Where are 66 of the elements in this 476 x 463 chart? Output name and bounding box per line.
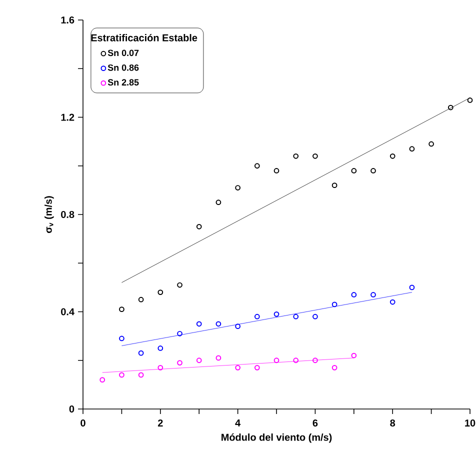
point [448,104,454,110]
point [332,182,338,188]
point [254,364,260,370]
y-axis-title: σ$_{v}$ (m/s) [44,196,54,233]
point [177,330,182,336]
y-tick-label: 1.6 [61,16,74,24]
x-tick-label: 2 [158,419,163,426]
point [312,358,318,364]
y-tick-label: 0.8 [61,210,74,218]
point [293,358,299,364]
point [235,185,240,190]
point [216,321,222,327]
point [293,314,299,320]
point [274,311,280,317]
x-tick-label: 0 [80,419,86,427]
legend-label: Sn 2.85 [108,79,139,86]
point [235,324,240,330]
point [138,296,144,302]
x-tick-label: 10 [465,419,476,427]
y-tick-label: 0 [69,405,74,413]
point [177,282,182,288]
point [119,306,124,312]
y-tick-label: 1.2 [61,114,74,121]
point [390,299,396,305]
point [351,292,357,298]
point [409,146,415,152]
point [428,141,434,147]
legend-label: Sn 0.86 [108,64,139,71]
point [467,98,473,103]
point [138,350,144,356]
point [100,377,106,383]
point [370,292,376,298]
point [138,372,144,378]
point [158,290,164,295]
point [390,153,396,159]
point [370,168,376,174]
point [196,321,202,327]
point [351,352,357,358]
point [332,364,338,370]
point [312,314,318,320]
point [274,168,280,174]
point [177,360,182,366]
legend-label: Sn 0.07 [108,50,139,56]
point [293,153,299,159]
x-tick-label: 4 [235,419,241,426]
y-tick-label: 0.4 [61,308,74,316]
point [216,355,222,361]
x-axis-title: Módulo del viento (m/s) [222,433,332,443]
x-tick-label: 6 [312,419,318,427]
point [119,336,124,342]
point [351,168,357,174]
point [409,284,415,290]
point [119,372,124,378]
point [158,364,164,370]
point [312,153,318,159]
x-tick-label: 8 [390,419,396,427]
point [235,364,240,370]
point [254,163,260,169]
point [196,358,202,364]
point [196,224,202,230]
point [274,358,280,364]
point [332,302,338,308]
point [216,200,222,206]
legend-title: Estratificación Estable [91,34,198,42]
point [158,346,164,351]
point [254,314,260,320]
